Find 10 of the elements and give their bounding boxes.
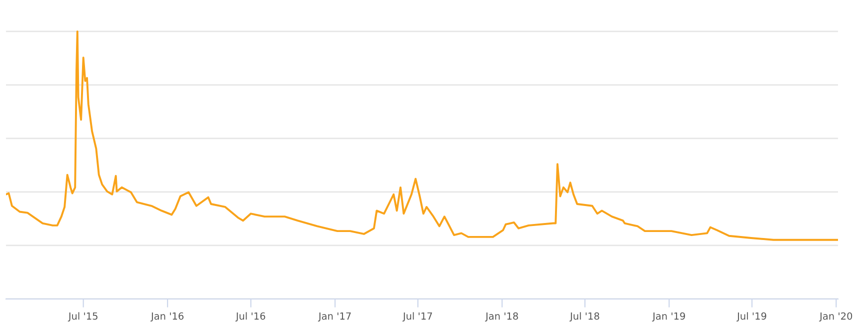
x-tick-label: Jan '16 (150, 312, 184, 322)
x-tick-label: Jul '17 (402, 312, 432, 322)
x-tick-label: Jan '19 (652, 312, 686, 322)
x-tick-label: Jul '18 (569, 312, 600, 322)
x-tick-label: Jan '18 (485, 312, 518, 322)
x-tick-label: Jul '15 (68, 312, 98, 322)
x-tick-label: Jan '20 (819, 312, 852, 322)
x-tick-label: Jan '17 (318, 312, 351, 322)
x-tick-label: Jul '16 (235, 312, 266, 322)
x-tick-label: Jul '19 (736, 312, 766, 322)
